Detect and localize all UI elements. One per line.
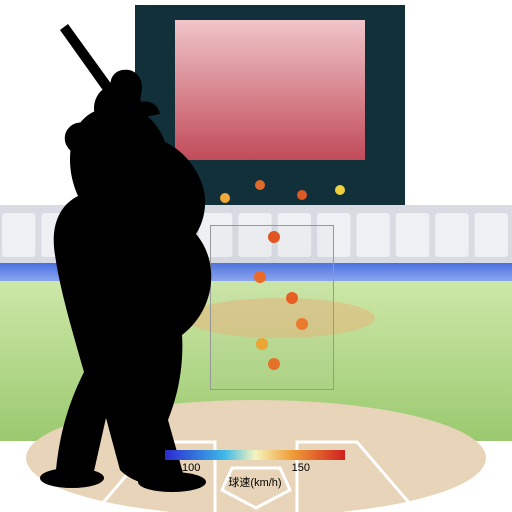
pitch-location-chart: 100 150 球速(km/h) [0,0,512,512]
legend-label: 球速(km/h) [165,474,345,490]
legend-ticks: 100 150 [165,462,345,474]
speed-legend: 100 150 球速(km/h) [165,450,345,490]
legend-tick-150: 150 [292,462,310,474]
legend-gradient-bar [165,450,345,460]
batter-silhouette [0,0,512,512]
legend-tick-100: 100 [182,462,200,474]
